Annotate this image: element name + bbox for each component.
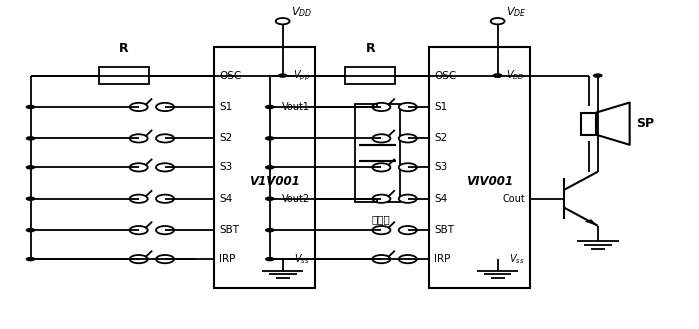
Circle shape: [265, 196, 275, 201]
Bar: [354, 104, 400, 202]
Bar: [99, 67, 149, 84]
Circle shape: [26, 105, 36, 109]
Circle shape: [275, 18, 289, 24]
Circle shape: [265, 257, 275, 261]
Text: Cout: Cout: [502, 194, 525, 204]
Text: S2: S2: [434, 133, 447, 143]
Text: $V_{ss}$: $V_{ss}$: [510, 252, 525, 266]
Circle shape: [156, 103, 174, 111]
Circle shape: [373, 134, 391, 142]
Circle shape: [373, 226, 391, 234]
Bar: [345, 67, 395, 84]
Circle shape: [398, 163, 417, 171]
Text: SBT: SBT: [434, 225, 454, 235]
Text: OSC: OSC: [219, 71, 241, 81]
Circle shape: [130, 255, 147, 263]
Circle shape: [26, 257, 36, 261]
Circle shape: [373, 163, 391, 171]
Text: $V_{DD}$: $V_{DD}$: [291, 5, 312, 19]
Circle shape: [373, 255, 391, 263]
Text: $V_{DD}$: $V_{DD}$: [506, 69, 525, 83]
Text: $V_{DE}$: $V_{DE}$: [506, 5, 526, 19]
Circle shape: [398, 134, 417, 142]
Text: SBT: SBT: [219, 225, 239, 235]
Circle shape: [491, 18, 505, 24]
Bar: [215, 47, 315, 288]
Circle shape: [26, 196, 36, 201]
Text: S2: S2: [219, 133, 232, 143]
Text: SP: SP: [637, 117, 655, 130]
Circle shape: [130, 163, 147, 171]
Bar: [429, 47, 530, 288]
Circle shape: [398, 255, 417, 263]
Bar: [581, 113, 596, 135]
Text: $V_{pp}$: $V_{pp}$: [293, 68, 310, 83]
Text: V1V001: V1V001: [250, 175, 300, 188]
Text: R: R: [366, 42, 375, 55]
Circle shape: [493, 73, 503, 78]
Text: S3: S3: [219, 162, 232, 172]
Circle shape: [593, 73, 603, 78]
Circle shape: [156, 195, 174, 203]
Text: S3: S3: [434, 162, 447, 172]
Circle shape: [156, 226, 174, 234]
Text: S4: S4: [434, 194, 447, 204]
Text: OSC: OSC: [434, 71, 456, 81]
Circle shape: [373, 103, 391, 111]
Text: Vout1: Vout1: [282, 102, 310, 112]
Text: R: R: [120, 42, 129, 55]
Circle shape: [373, 195, 391, 203]
Circle shape: [265, 228, 275, 232]
Circle shape: [265, 136, 275, 140]
Circle shape: [156, 134, 174, 142]
Circle shape: [156, 163, 174, 171]
Circle shape: [493, 73, 503, 78]
Circle shape: [26, 228, 36, 232]
Text: IRP: IRP: [434, 254, 450, 264]
Circle shape: [26, 136, 36, 140]
Circle shape: [130, 195, 147, 203]
Circle shape: [26, 165, 36, 169]
Circle shape: [130, 226, 147, 234]
Text: $V_{ss}$: $V_{ss}$: [294, 252, 310, 266]
Circle shape: [130, 103, 147, 111]
Text: S1: S1: [434, 102, 447, 112]
Text: VIV001: VIV001: [466, 175, 513, 188]
Circle shape: [156, 255, 174, 263]
Circle shape: [278, 73, 287, 78]
Circle shape: [265, 105, 275, 109]
Circle shape: [398, 195, 417, 203]
Text: IRP: IRP: [219, 254, 236, 264]
Text: S1: S1: [219, 102, 232, 112]
Polygon shape: [584, 219, 598, 226]
Circle shape: [130, 134, 147, 142]
Text: 蜂鸣器: 蜂鸣器: [371, 215, 390, 225]
Circle shape: [265, 165, 275, 169]
Text: Vout2: Vout2: [282, 194, 310, 204]
Circle shape: [398, 103, 417, 111]
Text: S4: S4: [219, 194, 232, 204]
Circle shape: [398, 226, 417, 234]
